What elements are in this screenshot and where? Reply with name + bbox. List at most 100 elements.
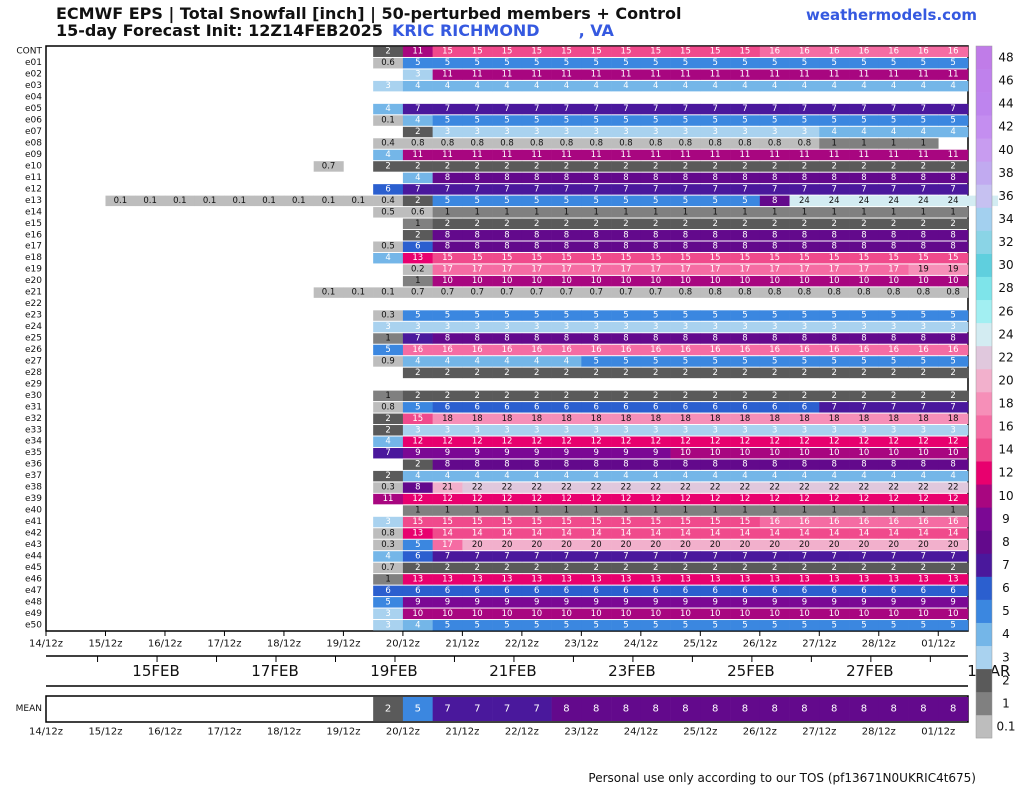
data-label: 3 [594, 425, 599, 435]
data-label: 17 [502, 265, 513, 275]
data-cell [759, 184, 790, 195]
data-label: 3 [802, 322, 807, 332]
data-cell [521, 57, 552, 69]
data-cell [730, 620, 761, 631]
data-cell [581, 505, 612, 516]
data-label: 2 [385, 414, 390, 424]
member-label-e02: e02 [25, 70, 42, 80]
data-cell [373, 138, 404, 149]
mean-cell [849, 697, 880, 721]
data-cell [849, 574, 880, 585]
data-label: 13 [412, 253, 423, 263]
data-label: 17 [621, 265, 632, 275]
data-label: 0.1 [292, 196, 306, 206]
data-label: 5 [891, 356, 896, 366]
data-label: 8 [921, 334, 926, 344]
date-label: 27FEB [846, 662, 893, 680]
data-cell [730, 172, 761, 184]
data-cell [670, 493, 701, 505]
data-cell [700, 207, 731, 218]
data-cell [759, 505, 790, 516]
x-tick-label: 15/12z [88, 639, 122, 650]
data-cell [611, 321, 642, 333]
data-cell [849, 57, 880, 69]
mean-value: 7 [474, 704, 480, 715]
data-cell [283, 195, 314, 207]
data-label: 14 [680, 529, 691, 539]
data-cell [700, 597, 731, 608]
data-cell [878, 425, 909, 436]
data-label: 8 [950, 173, 955, 183]
data-cell [611, 585, 642, 597]
data-cell [521, 356, 552, 367]
data-cell [819, 333, 850, 344]
data-label: 5 [772, 116, 777, 126]
data-label: 16 [591, 345, 602, 355]
data-cell [373, 539, 404, 551]
data-label: 12 [740, 437, 751, 447]
data-cell [402, 264, 433, 275]
mean-x-tick-label: 25/12z [683, 727, 717, 738]
data-cell [670, 562, 701, 574]
data-label: 2 [921, 391, 926, 401]
mean-x-tick-label: 23/12z [564, 727, 598, 738]
data-cell [402, 149, 433, 161]
data-cell [521, 505, 552, 516]
data-label: 8 [891, 242, 896, 252]
data-label: 2 [653, 219, 658, 229]
data-label: 5 [623, 58, 628, 68]
data-label: 8 [802, 460, 807, 470]
data-cell [730, 264, 761, 275]
data-label: 9 [564, 597, 569, 607]
data-cell [402, 252, 433, 264]
data-label: 0.1 [381, 116, 395, 126]
data-label: 1 [802, 207, 807, 217]
data-label: 2 [504, 219, 509, 229]
data-cell [551, 585, 582, 597]
member-label-e34: e34 [25, 437, 42, 447]
data-label: 17 [442, 540, 453, 550]
data-label: 5 [831, 58, 836, 68]
mean-value: 8 [563, 704, 569, 715]
colorbar-swatch [976, 645, 992, 670]
data-cell [670, 241, 701, 252]
data-label: 14 [918, 529, 929, 539]
data-cell [700, 195, 731, 207]
data-cell [581, 126, 612, 138]
data-cell [789, 103, 820, 115]
data-label: 5 [504, 311, 509, 321]
data-label: 3 [742, 322, 747, 332]
data-cell [611, 436, 642, 447]
data-cell [670, 115, 701, 126]
data-cell [700, 425, 731, 436]
data-label: 2 [891, 391, 896, 401]
data-label: 6 [415, 242, 420, 252]
member-label-e37: e37 [25, 471, 42, 481]
data-label: 15 [680, 253, 691, 263]
data-label: 4 [742, 471, 747, 481]
data-label: 2 [742, 219, 747, 229]
data-cell [373, 321, 404, 333]
data-cell [819, 608, 850, 620]
data-label: 1 [445, 506, 450, 516]
data-label: 6 [772, 402, 777, 412]
data-label: 3 [475, 127, 480, 137]
data-label: 15 [561, 517, 572, 527]
colorbar-swatch [976, 599, 992, 623]
data-label: 12 [650, 437, 661, 447]
data-cell [402, 459, 433, 470]
data-cell [611, 252, 642, 264]
data-cell [670, 207, 701, 218]
data-label: 7 [475, 184, 480, 194]
data-cell [551, 344, 582, 356]
data-label: 3 [712, 127, 717, 137]
data-cell [670, 344, 701, 356]
data-label: 3 [861, 425, 866, 435]
member-label-e35: e35 [25, 448, 42, 458]
data-cell [878, 551, 909, 562]
data-label: 2 [950, 161, 955, 171]
data-cell [849, 69, 880, 80]
data-label: 7 [475, 104, 480, 114]
data-cell [700, 344, 731, 356]
data-cell [402, 344, 433, 356]
